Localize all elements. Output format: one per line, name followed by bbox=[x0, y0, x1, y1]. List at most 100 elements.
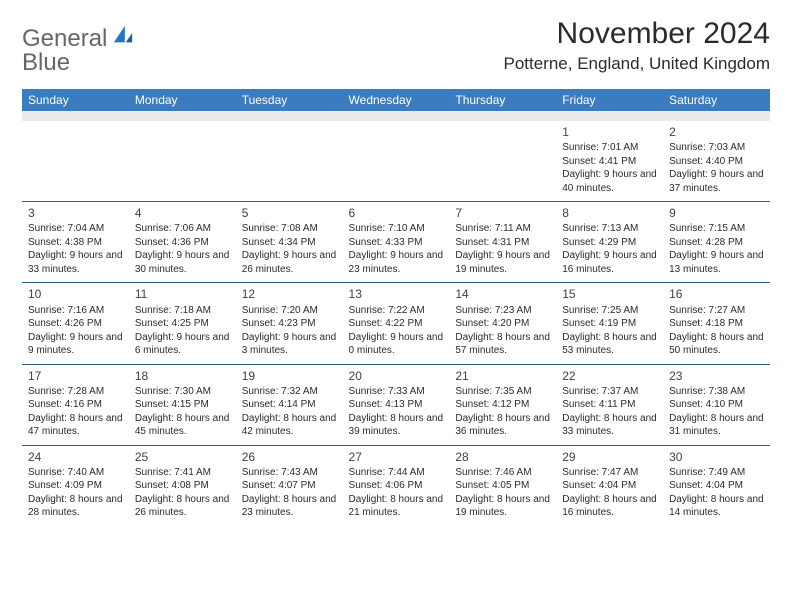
sunrise-line: Sunrise: 7:04 AM bbox=[28, 222, 123, 236]
day-cell: 17Sunrise: 7:28 AMSunset: 4:16 PMDayligh… bbox=[22, 364, 129, 445]
week-row: 1Sunrise: 7:01 AMSunset: 4:41 PMDaylight… bbox=[22, 121, 770, 202]
day-number: 26 bbox=[242, 449, 337, 465]
sunset-line: Sunset: 4:23 PM bbox=[242, 317, 337, 331]
daylight-line: Daylight: 9 hours and 40 minutes. bbox=[562, 168, 657, 195]
day-number: 17 bbox=[28, 368, 123, 384]
day-number: 18 bbox=[135, 368, 230, 384]
sunrise-line: Sunrise: 7:28 AM bbox=[28, 385, 123, 399]
daylight-line: Daylight: 9 hours and 19 minutes. bbox=[455, 249, 550, 276]
sunrise-line: Sunrise: 7:11 AM bbox=[455, 222, 550, 236]
daylight-line: Daylight: 8 hours and 36 minutes. bbox=[455, 412, 550, 439]
daylight-line: Daylight: 8 hours and 26 minutes. bbox=[135, 493, 230, 520]
daylight-line: Daylight: 8 hours and 19 minutes. bbox=[455, 493, 550, 520]
day-number: 13 bbox=[349, 286, 444, 302]
day-cell: 30Sunrise: 7:49 AMSunset: 4:04 PMDayligh… bbox=[663, 445, 770, 526]
day-cell bbox=[449, 121, 556, 202]
sunset-line: Sunset: 4:36 PM bbox=[135, 236, 230, 250]
calendar-table: SundayMondayTuesdayWednesdayThursdayFrid… bbox=[22, 89, 770, 526]
sunset-line: Sunset: 4:38 PM bbox=[28, 236, 123, 250]
logo-word1: General bbox=[22, 25, 107, 52]
title-block: November 2024 Potterne, England, United … bbox=[503, 18, 770, 74]
location: Potterne, England, United Kingdom bbox=[503, 54, 770, 74]
week-row: 24Sunrise: 7:40 AMSunset: 4:09 PMDayligh… bbox=[22, 445, 770, 526]
daylight-line: Daylight: 9 hours and 33 minutes. bbox=[28, 249, 123, 276]
day-number: 2 bbox=[669, 124, 764, 140]
sunset-line: Sunset: 4:25 PM bbox=[135, 317, 230, 331]
day-number: 9 bbox=[669, 205, 764, 221]
day-cell: 14Sunrise: 7:23 AMSunset: 4:20 PMDayligh… bbox=[449, 283, 556, 364]
sunset-line: Sunset: 4:16 PM bbox=[28, 398, 123, 412]
day-cell bbox=[236, 121, 343, 202]
day-cell: 19Sunrise: 7:32 AMSunset: 4:14 PMDayligh… bbox=[236, 364, 343, 445]
sunset-line: Sunset: 4:19 PM bbox=[562, 317, 657, 331]
sunset-line: Sunset: 4:04 PM bbox=[562, 479, 657, 493]
day-number: 28 bbox=[455, 449, 550, 465]
day-cell: 8Sunrise: 7:13 AMSunset: 4:29 PMDaylight… bbox=[556, 202, 663, 283]
day-number: 14 bbox=[455, 286, 550, 302]
daylight-line: Daylight: 8 hours and 42 minutes. bbox=[242, 412, 337, 439]
day-number: 25 bbox=[135, 449, 230, 465]
week-row: 17Sunrise: 7:28 AMSunset: 4:16 PMDayligh… bbox=[22, 364, 770, 445]
sunrise-line: Sunrise: 7:44 AM bbox=[349, 466, 444, 480]
logo-text: General Blue bbox=[22, 24, 134, 75]
day-cell bbox=[129, 121, 236, 202]
weekday-header: Monday bbox=[129, 89, 236, 111]
sunrise-line: Sunrise: 7:37 AM bbox=[562, 385, 657, 399]
daylight-line: Daylight: 8 hours and 21 minutes. bbox=[349, 493, 444, 520]
daylight-line: Daylight: 8 hours and 14 minutes. bbox=[669, 493, 764, 520]
sunrise-line: Sunrise: 7:22 AM bbox=[349, 304, 444, 318]
day-number: 6 bbox=[349, 205, 444, 221]
sunrise-line: Sunrise: 7:08 AM bbox=[242, 222, 337, 236]
day-number: 19 bbox=[242, 368, 337, 384]
daylight-line: Daylight: 9 hours and 0 minutes. bbox=[349, 331, 444, 358]
day-number: 15 bbox=[562, 286, 657, 302]
day-cell: 6Sunrise: 7:10 AMSunset: 4:33 PMDaylight… bbox=[343, 202, 450, 283]
day-cell: 23Sunrise: 7:38 AMSunset: 4:10 PMDayligh… bbox=[663, 364, 770, 445]
day-cell: 26Sunrise: 7:43 AMSunset: 4:07 PMDayligh… bbox=[236, 445, 343, 526]
day-number: 23 bbox=[669, 368, 764, 384]
sunrise-line: Sunrise: 7:25 AM bbox=[562, 304, 657, 318]
day-number: 12 bbox=[242, 286, 337, 302]
logo-sail-icon bbox=[112, 24, 134, 46]
day-number: 20 bbox=[349, 368, 444, 384]
logo-word2: Blue bbox=[22, 49, 70, 76]
day-cell: 11Sunrise: 7:18 AMSunset: 4:25 PMDayligh… bbox=[129, 283, 236, 364]
spacer-row bbox=[22, 111, 770, 121]
week-row: 10Sunrise: 7:16 AMSunset: 4:26 PMDayligh… bbox=[22, 283, 770, 364]
daylight-line: Daylight: 9 hours and 26 minutes. bbox=[242, 249, 337, 276]
daylight-line: Daylight: 9 hours and 9 minutes. bbox=[28, 331, 123, 358]
sunrise-line: Sunrise: 7:43 AM bbox=[242, 466, 337, 480]
sunrise-line: Sunrise: 7:03 AM bbox=[669, 141, 764, 155]
daylight-line: Daylight: 8 hours and 47 minutes. bbox=[28, 412, 123, 439]
week-row: 3Sunrise: 7:04 AMSunset: 4:38 PMDaylight… bbox=[22, 202, 770, 283]
logo: General Blue bbox=[22, 24, 134, 75]
day-cell: 15Sunrise: 7:25 AMSunset: 4:19 PMDayligh… bbox=[556, 283, 663, 364]
header: General Blue November 2024 Potterne, Eng… bbox=[22, 18, 770, 75]
sunset-line: Sunset: 4:12 PM bbox=[455, 398, 550, 412]
sunrise-line: Sunrise: 7:30 AM bbox=[135, 385, 230, 399]
day-cell: 3Sunrise: 7:04 AMSunset: 4:38 PMDaylight… bbox=[22, 202, 129, 283]
sunset-line: Sunset: 4:41 PM bbox=[562, 155, 657, 169]
day-number: 3 bbox=[28, 205, 123, 221]
day-cell: 20Sunrise: 7:33 AMSunset: 4:13 PMDayligh… bbox=[343, 364, 450, 445]
day-number: 11 bbox=[135, 286, 230, 302]
sunset-line: Sunset: 4:04 PM bbox=[669, 479, 764, 493]
sunset-line: Sunset: 4:33 PM bbox=[349, 236, 444, 250]
day-cell: 27Sunrise: 7:44 AMSunset: 4:06 PMDayligh… bbox=[343, 445, 450, 526]
day-number: 10 bbox=[28, 286, 123, 302]
day-cell bbox=[343, 121, 450, 202]
sunrise-line: Sunrise: 7:27 AM bbox=[669, 304, 764, 318]
day-cell: 18Sunrise: 7:30 AMSunset: 4:15 PMDayligh… bbox=[129, 364, 236, 445]
sunset-line: Sunset: 4:08 PM bbox=[135, 479, 230, 493]
daylight-line: Daylight: 8 hours and 28 minutes. bbox=[28, 493, 123, 520]
sunrise-line: Sunrise: 7:41 AM bbox=[135, 466, 230, 480]
daylight-line: Daylight: 8 hours and 31 minutes. bbox=[669, 412, 764, 439]
sunrise-line: Sunrise: 7:16 AM bbox=[28, 304, 123, 318]
day-cell: 21Sunrise: 7:35 AMSunset: 4:12 PMDayligh… bbox=[449, 364, 556, 445]
day-cell: 7Sunrise: 7:11 AMSunset: 4:31 PMDaylight… bbox=[449, 202, 556, 283]
day-cell: 24Sunrise: 7:40 AMSunset: 4:09 PMDayligh… bbox=[22, 445, 129, 526]
sunset-line: Sunset: 4:14 PM bbox=[242, 398, 337, 412]
day-cell: 16Sunrise: 7:27 AMSunset: 4:18 PMDayligh… bbox=[663, 283, 770, 364]
sunrise-line: Sunrise: 7:20 AM bbox=[242, 304, 337, 318]
sunset-line: Sunset: 4:15 PM bbox=[135, 398, 230, 412]
